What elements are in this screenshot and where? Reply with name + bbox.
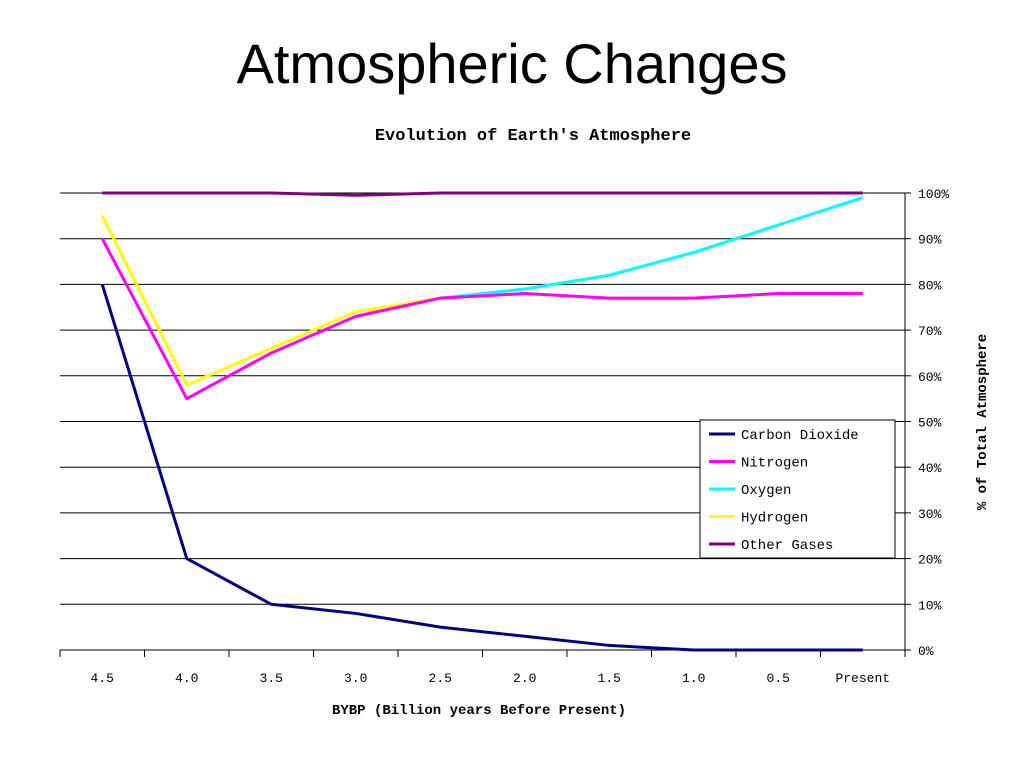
x-axis-label: BYBP (Billion years Before Present) (332, 703, 626, 719)
series-line-nitrogen (100, 237, 863, 401)
y-tick-labels: 0% 10% 20% 30% 40% 50% 60% 70% 80% 90% 100% (918, 187, 949, 659)
series-lines (100, 191, 864, 652)
x-tick-label: 2.0 (513, 671, 536, 686)
slide-title: Atmospheric Changes (236, 32, 788, 95)
x-tick-label: 4.0 (175, 671, 198, 686)
series-line-other-gases (102, 191, 863, 197)
legend-label: Hydrogen (741, 511, 808, 527)
axes (59, 192, 911, 657)
chart-title: Evolution of Earth's Atmosphere (375, 127, 691, 146)
x-tick-label: 3.5 (260, 671, 283, 686)
x-tick-label: Present (835, 671, 890, 686)
y-tick-label: 90% (918, 233, 942, 248)
legend-label: Other Gases (741, 538, 833, 554)
series-line-oxygen (440, 196, 864, 300)
y-tick-label: 50% (918, 416, 942, 431)
y-tick-label: 80% (918, 278, 942, 293)
legend-label: Carbon Dioxide (741, 428, 859, 444)
y-tick-label: 10% (918, 598, 942, 613)
y-tick-label: 40% (918, 461, 942, 476)
y-tick-label: 60% (918, 370, 942, 385)
x-tick-label: 1.0 (682, 671, 705, 686)
y-tick-label: 30% (918, 507, 942, 522)
series-line-carbon-dioxide (100, 283, 863, 652)
x-tick-labels: 4.5 4.0 3.5 3.0 2.5 2.0 1.5 1.0 0.5 Present (91, 671, 891, 686)
x-tick-label: 4.5 (91, 671, 114, 686)
x-tick-label: 3.0 (344, 671, 367, 686)
y-axis-label: % of Total Atmosphere (975, 334, 991, 510)
y-tick-label: 0% (918, 644, 934, 659)
y-tick-label: 20% (918, 553, 942, 568)
x-tick-label: 1.5 (598, 671, 621, 686)
legend-label: Nitrogen (741, 456, 808, 472)
y-tick-label: 70% (918, 324, 942, 339)
series-line-hydrogen (100, 215, 863, 387)
legend-label: Oxygen (741, 483, 791, 499)
legend: Carbon Dioxide Nitrogen Oxygen Hydrogen Othe… (699, 419, 896, 559)
y-tick-label: 100% (918, 187, 949, 202)
x-tick-label: 2.5 (429, 671, 452, 686)
x-tick-label: 0.5 (767, 671, 790, 686)
